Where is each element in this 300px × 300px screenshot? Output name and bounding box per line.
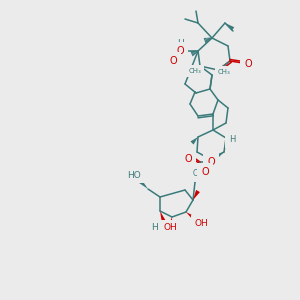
Polygon shape [190, 137, 198, 145]
Text: O: O [176, 46, 184, 56]
Text: CH₃: CH₃ [189, 68, 201, 74]
Polygon shape [218, 70, 226, 75]
Text: O: O [244, 59, 252, 69]
Polygon shape [214, 152, 224, 160]
Text: H: H [177, 40, 183, 49]
Text: H: H [154, 226, 161, 235]
Polygon shape [193, 190, 200, 200]
Text: HO: HO [127, 170, 141, 179]
Text: O: O [201, 167, 209, 177]
Polygon shape [160, 211, 166, 223]
Polygon shape [192, 66, 200, 74]
Text: CH₃: CH₃ [218, 69, 230, 75]
Polygon shape [206, 159, 210, 169]
Text: O: O [184, 154, 192, 164]
Polygon shape [138, 179, 148, 189]
Text: H: H [152, 224, 158, 232]
Text: O: O [207, 157, 215, 167]
Polygon shape [168, 217, 172, 228]
Text: CH₃: CH₃ [193, 169, 207, 178]
Text: OH: OH [194, 218, 208, 227]
Polygon shape [225, 23, 234, 31]
Polygon shape [186, 212, 196, 221]
Text: OH: OH [163, 224, 177, 232]
Text: OH: OH [161, 230, 175, 238]
Text: H: H [229, 136, 235, 145]
Text: O: O [169, 56, 177, 66]
